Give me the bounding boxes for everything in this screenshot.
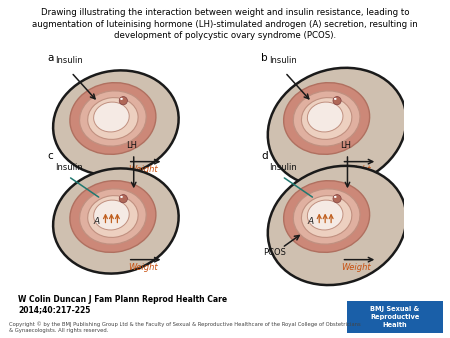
Text: Insulin: Insulin [55,163,83,172]
Text: Weight: Weight [342,165,371,174]
Text: b: b [261,53,268,63]
Ellipse shape [119,195,127,203]
Text: Insulin: Insulin [269,163,297,172]
Ellipse shape [334,98,337,100]
Text: Drawing illustrating the interaction between weight and insulin resistance, lead: Drawing illustrating the interaction bet… [32,8,418,40]
Ellipse shape [307,200,343,230]
Ellipse shape [307,102,343,132]
Ellipse shape [70,83,156,154]
Ellipse shape [53,168,179,273]
Text: A: A [307,217,314,226]
Text: PCOS: PCOS [263,248,286,257]
Text: Weight: Weight [342,263,371,272]
FancyBboxPatch shape [346,301,443,333]
Text: Weight: Weight [128,165,158,174]
Text: a: a [47,53,54,63]
Ellipse shape [120,98,123,100]
Ellipse shape [119,97,127,105]
Ellipse shape [302,98,352,139]
Ellipse shape [94,102,129,132]
Text: Weight: Weight [128,263,158,272]
Text: BMJ Sexual &
Reproductive
Health: BMJ Sexual & Reproductive Health [370,306,419,328]
Ellipse shape [293,91,360,146]
Ellipse shape [88,196,138,237]
Ellipse shape [302,196,352,237]
Ellipse shape [88,98,138,139]
Ellipse shape [120,196,123,198]
Text: 2014;40:217-225: 2014;40:217-225 [18,305,90,314]
Ellipse shape [268,166,406,285]
Ellipse shape [333,195,341,203]
Text: d: d [261,151,268,161]
Ellipse shape [268,68,406,187]
Ellipse shape [284,181,369,252]
Text: A: A [94,217,100,226]
Ellipse shape [53,70,179,175]
Ellipse shape [80,91,146,146]
Ellipse shape [70,181,156,252]
Ellipse shape [333,97,341,105]
Text: c: c [47,151,53,161]
Text: Insulin: Insulin [55,56,83,66]
Text: LH: LH [126,141,137,150]
Text: W Colin Duncan J Fam Plann Reprod Health Care: W Colin Duncan J Fam Plann Reprod Health… [18,295,227,304]
Ellipse shape [284,83,369,154]
Ellipse shape [80,189,146,244]
Ellipse shape [334,196,337,198]
Text: Insulin: Insulin [269,56,297,66]
Ellipse shape [293,189,360,244]
Ellipse shape [94,200,129,230]
Text: Copyright © by the BMJ Publishing Group Ltd & the Faculty of Sexual & Reproducti: Copyright © by the BMJ Publishing Group … [9,322,361,333]
Text: LH: LH [340,141,351,150]
